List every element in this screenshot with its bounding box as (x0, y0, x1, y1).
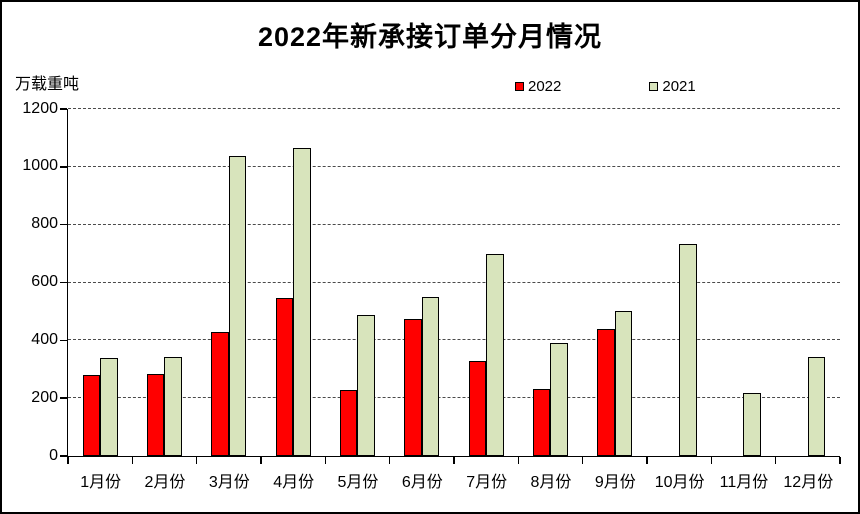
x-axis-label-m9: 9月份 (594, 474, 636, 491)
legend-item-2021: 2021 (649, 78, 696, 95)
x-tick-2 (195, 457, 198, 464)
bar-2021-m4 (293, 147, 311, 456)
y-tick-1000 (60, 166, 67, 168)
y-tick-600 (60, 281, 67, 284)
x-axis-label-m8: 8月份 (530, 474, 572, 491)
category-group-m6 (390, 109, 454, 456)
x-axis-label-m5: 5月份 (337, 474, 379, 491)
bar-2021-m12 (807, 357, 826, 456)
x-tick-12 (839, 457, 841, 464)
category-group-m9 (583, 109, 647, 456)
y-axis-unit-label: 万载重吨 (15, 76, 80, 93)
gridline-y-600 (68, 281, 840, 283)
x-axis-label-m12: 12月份 (783, 474, 834, 491)
x-tick-5 (388, 457, 391, 464)
bar-2021-m6 (421, 297, 440, 456)
x-tick-7 (517, 457, 520, 464)
bar-2022-m2 (146, 374, 165, 456)
y-axis-label-600: 600 (31, 273, 58, 290)
y-axis-label-1000: 1000 (22, 157, 58, 175)
category-group-m12 (776, 109, 840, 456)
y-tick-0 (60, 455, 67, 457)
x-tick-1 (131, 457, 134, 464)
x-axis-label-m1: 1月份 (80, 474, 122, 491)
category-group-m5 (325, 109, 389, 456)
bar-2021-m5 (357, 315, 375, 456)
bar-2021-m10 (679, 244, 697, 456)
y-tick-200 (60, 397, 67, 399)
legend-label-2022: 2022 (528, 78, 562, 95)
x-axis-label-m4: 4月份 (273, 474, 315, 491)
x-tick-3 (260, 457, 262, 464)
legend-swatch-2021 (649, 82, 659, 91)
bar-2022-m8 (532, 388, 551, 456)
y-tick-800 (60, 223, 67, 226)
category-group-m10 (647, 109, 711, 456)
category-group-m1 (68, 109, 132, 456)
category-group-m8 (518, 109, 582, 456)
bar-2021-m7 (486, 253, 504, 456)
bar-2022-m1 (82, 374, 101, 456)
bar-2021-m11 (743, 392, 761, 456)
x-tick-10 (710, 457, 713, 464)
bar-2022-m3 (211, 331, 229, 456)
x-tick-9 (646, 457, 648, 464)
chart-title: 2022年新承接订单分月情况 (257, 22, 603, 52)
x-tick-0 (67, 457, 69, 464)
category-group-m3 (197, 109, 261, 456)
bar-2022-m9 (597, 329, 615, 456)
plot-area (60, 108, 841, 464)
gridline-y-400 (68, 339, 840, 341)
x-axis-label-m7: 7月份 (466, 474, 508, 491)
x-tick-11 (774, 457, 777, 464)
chart-legend: 2022 2021 (515, 78, 696, 95)
bar-2022-m7 (468, 361, 487, 456)
gridline-y-200 (68, 397, 840, 399)
y-axis-label-0: 0 (49, 446, 58, 464)
gridline-y-1000 (68, 165, 840, 167)
legend-item-2022: 2022 (515, 78, 561, 95)
gridline-y-800 (68, 223, 840, 225)
x-axis-label-m6: 6月份 (401, 474, 443, 491)
x-axis-label-m2: 2月份 (144, 474, 186, 491)
bar-2021-m3 (228, 155, 247, 456)
y-axis-label-1200: 1200 (22, 99, 58, 117)
bar-2022-m5 (339, 390, 358, 456)
legend-swatch-2022 (515, 82, 524, 91)
x-axis-label-m10: 10月份 (654, 474, 705, 491)
y-tick-400 (60, 339, 67, 342)
bar-2022-m6 (404, 318, 422, 456)
y-axis-label-400: 400 (31, 330, 58, 348)
bar-2021-m2 (164, 356, 182, 456)
y-axis-label-800: 800 (31, 215, 58, 233)
x-axis-label-m3: 3月份 (208, 474, 250, 491)
bar-2021-m8 (550, 343, 568, 456)
x-axis-label-m11: 11月份 (719, 474, 769, 491)
category-group-m2 (132, 109, 196, 456)
category-group-m11 (711, 109, 775, 456)
bar-2021-m1 (100, 357, 118, 456)
x-tick-4 (324, 457, 327, 464)
bar-2022-m4 (275, 298, 294, 456)
category-group-m4 (261, 109, 325, 456)
legend-label-2021: 2021 (662, 78, 696, 95)
y-axis-label-200: 200 (31, 388, 58, 406)
x-tick-8 (581, 457, 584, 464)
category-group-m7 (454, 109, 518, 456)
gridline-y-1200 (68, 108, 840, 109)
x-tick-6 (453, 457, 455, 464)
y-tick-1200 (60, 108, 67, 110)
bar-2021-m9 (614, 310, 633, 456)
